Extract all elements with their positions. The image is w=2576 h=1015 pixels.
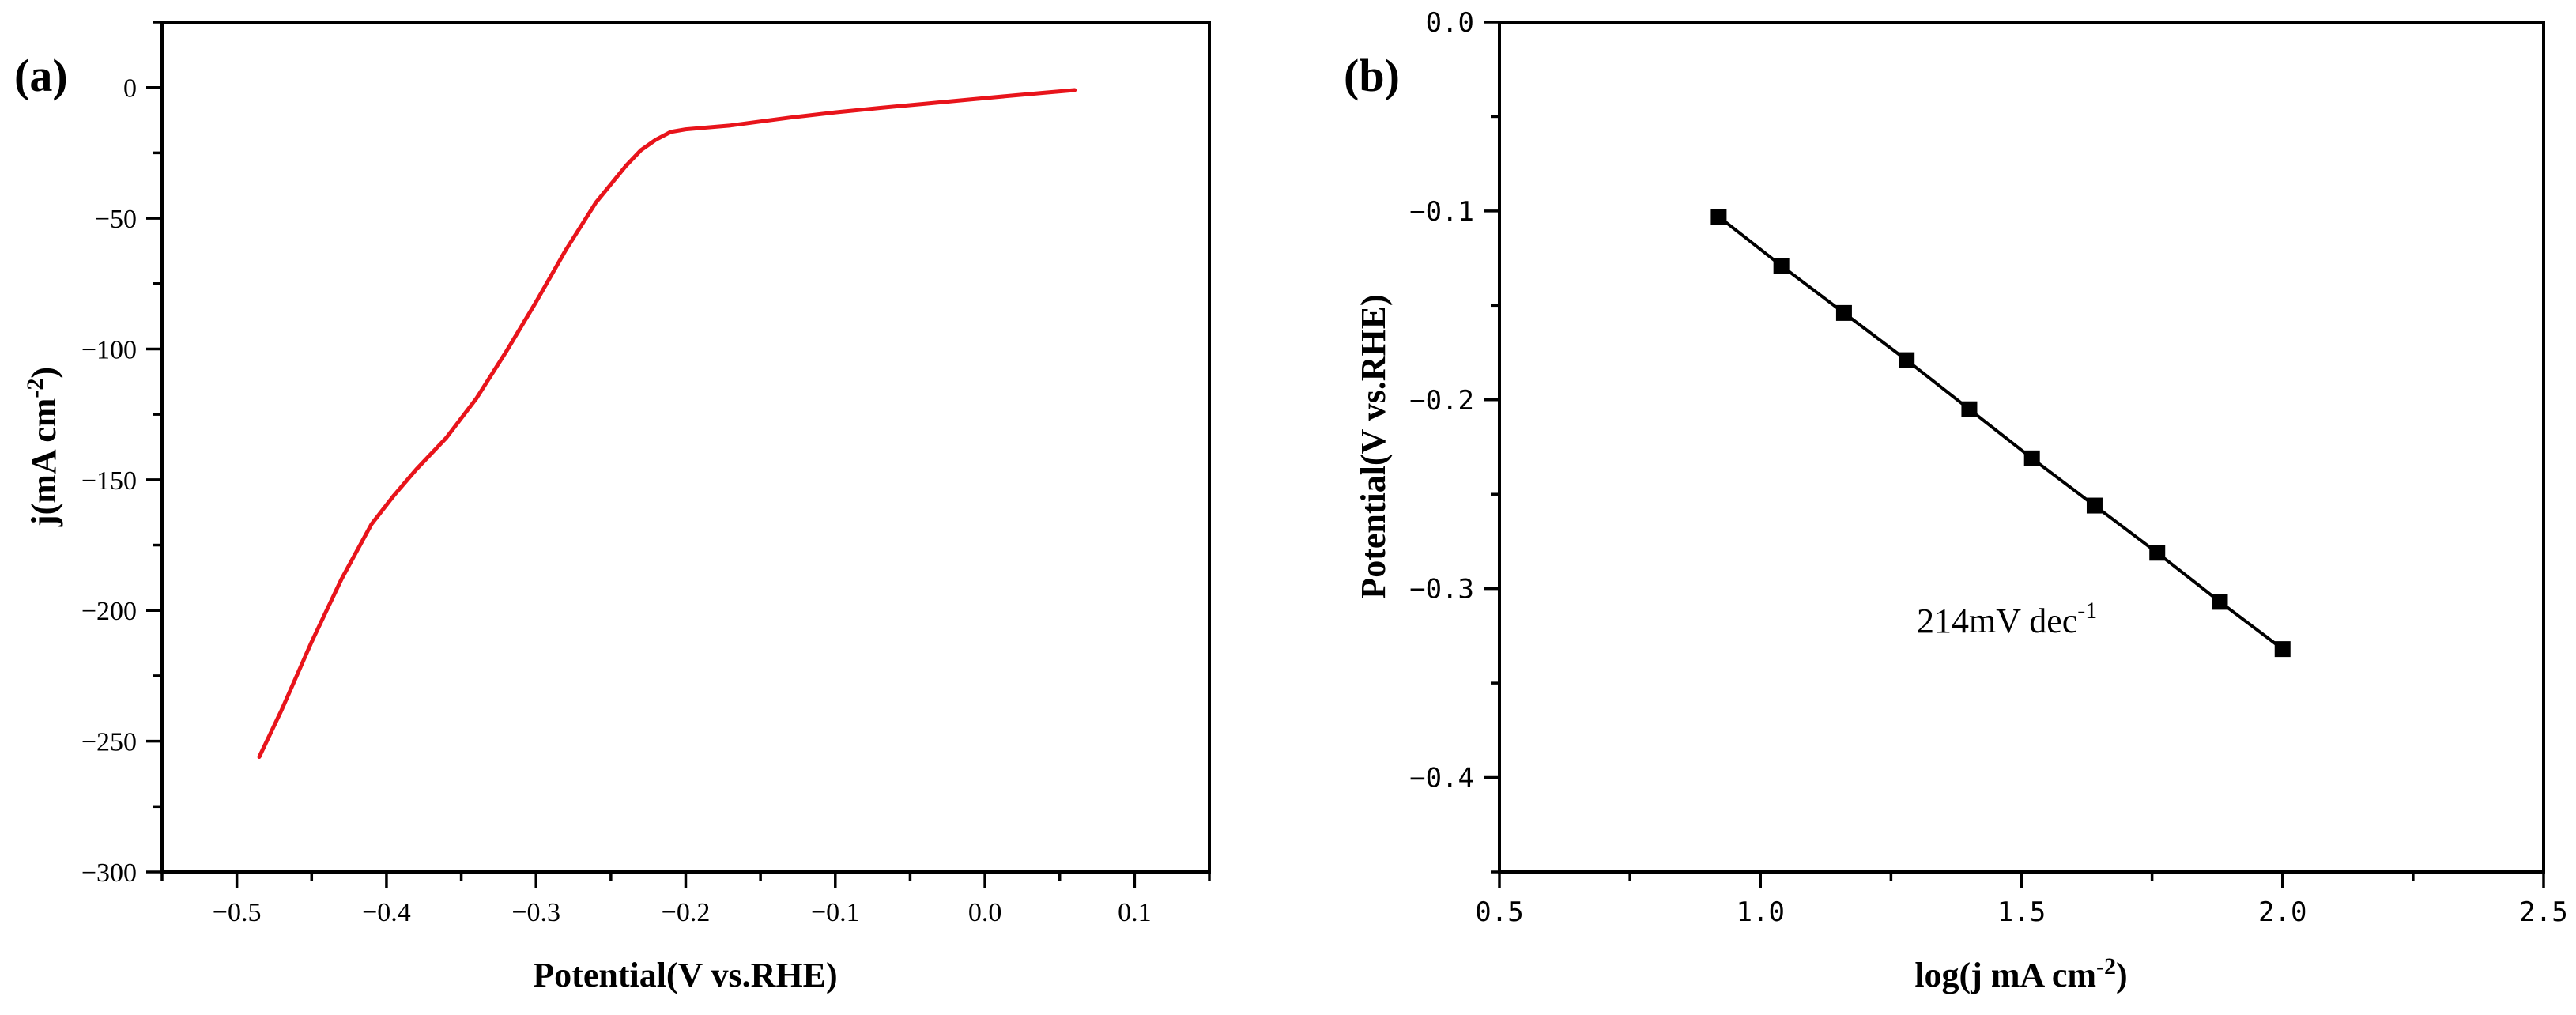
panel-b-data-point — [1835, 304, 1852, 321]
panel-b-data-point — [1710, 209, 1727, 225]
panel-a-x-tick-label: −0.3 — [511, 898, 560, 927]
panel-b-x-tick-label: 1.0 — [1737, 896, 1785, 928]
panel-a-y-tick-label: −200 — [81, 597, 137, 626]
panel-b-y-tick-label: −0.4 — [1409, 763, 1474, 794]
panel-a-x-tick-label: −0.5 — [213, 898, 262, 927]
panel-a-y-axis-title: j(mA cm-2) — [22, 367, 63, 527]
panel-b-x-ticks: 0.5 1.0 1.5 2.0 2.5 — [1475, 872, 2568, 928]
panel-a-y-tick-label: −150 — [81, 466, 137, 496]
panel-b-series-layer — [1710, 209, 2291, 658]
panel-a-x-tick-label: −0.2 — [662, 898, 711, 927]
panel-b-x-axis-title-main: log(j mA cm — [1914, 956, 2096, 994]
panel-a-x-tick-label: −0.1 — [811, 898, 860, 927]
panel-b-slope-annotation: 214mV dec-1 — [1917, 598, 2097, 640]
panel-a-plot-frame — [160, 21, 1211, 874]
panel-b-plot-frame — [1498, 21, 2545, 874]
panel-a-x-tick-label: 0.1 — [1118, 898, 1152, 927]
panel-a-x-axis-title: Potential(V vs.RHE) — [533, 956, 837, 994]
panel-b-y-tick-label: −0.2 — [1409, 385, 1474, 417]
panel-b-x-axis-title-sup: -2 — [2096, 953, 2116, 979]
panel-b-slope-annotation-sup: -1 — [2077, 598, 2097, 624]
panel-a-y-axis-title-main: j(mA cm — [25, 398, 63, 528]
panel-b-data-point — [2086, 497, 2103, 514]
panel-a: (a) −0.5 −0.4 −0.3 −0.2 −0.1 0.0 0.1 0 −50 −100 −… — [14, 21, 1211, 994]
panel-b-series-line — [1717, 215, 2284, 651]
panel-a-y-tick-label: −250 — [81, 728, 137, 757]
panel-a-y-axis-title-close: ) — [25, 367, 63, 379]
panel-b-x-tick-label: 0.5 — [1475, 896, 1523, 928]
panel-b-x-tick-label: 2.0 — [2258, 896, 2306, 928]
panel-b-x-axis-title: log(j mA cm-2) — [1914, 953, 2127, 994]
panel-b-y-tick-label: 0.0 — [1426, 7, 1474, 39]
panel-b: (b) 0.5 1.0 1.5 2.0 2.5 0.0−0.1−0.2−0.3−0.4 … — [1344, 7, 2568, 994]
panel-b-data-point — [1961, 401, 1978, 417]
panel-a-y-tick-label: 0 — [123, 74, 137, 104]
panel-b-x-tick-label: 1.5 — [1997, 896, 2046, 928]
panel-a-y-ticks: 0 −50 −100 −150 −200 −250 −300 — [81, 21, 162, 888]
panel-b-y-tick-label: −0.3 — [1409, 574, 1474, 606]
panel-a-y-tick-label: −100 — [81, 335, 137, 364]
panel-a-y-axis-title-sup: -2 — [22, 379, 48, 398]
panel-b-x-axis-title-close: ) — [2116, 956, 2128, 994]
panel-b-y-ticks: 0.0 −0.1 −0.2 −0.3 −0.4 — [1409, 7, 1499, 874]
panel-a-series-line — [257, 88, 1077, 759]
panel-b-y-axis-title: Potential(V vs.RHE) — [1354, 294, 1393, 598]
panel-b-slope-annotation-main: 214mV dec — [1917, 602, 2077, 640]
panel-b-data-point — [1773, 258, 1790, 274]
panel-b-x-tick-label: 2.5 — [2519, 896, 2567, 928]
panel-a-x-tick-label: 0.0 — [968, 898, 1002, 927]
panel-b-data-point — [1899, 352, 1915, 368]
panel-a-series-layer — [257, 88, 1077, 759]
panel-a-x-ticks: −0.5 −0.4 −0.3 −0.2 −0.1 0.0 0.1 — [160, 872, 1211, 927]
panel-b-data-point — [2212, 594, 2228, 610]
panel-a-y-tick-label: −50 — [95, 205, 137, 234]
panel-b-data-point — [2149, 545, 2166, 561]
panel-a-x-tick-label: −0.4 — [362, 898, 411, 927]
panel-b-y-tick-label: −0.1 — [1409, 196, 1474, 228]
panel-b-data-point — [2274, 641, 2291, 658]
panel-a-y-tick-label: −300 — [81, 858, 137, 888]
panel-a-label: (a) — [14, 50, 68, 101]
panel-b-label: (b) — [1344, 50, 1400, 101]
panel-b-data-point — [2023, 450, 2040, 466]
